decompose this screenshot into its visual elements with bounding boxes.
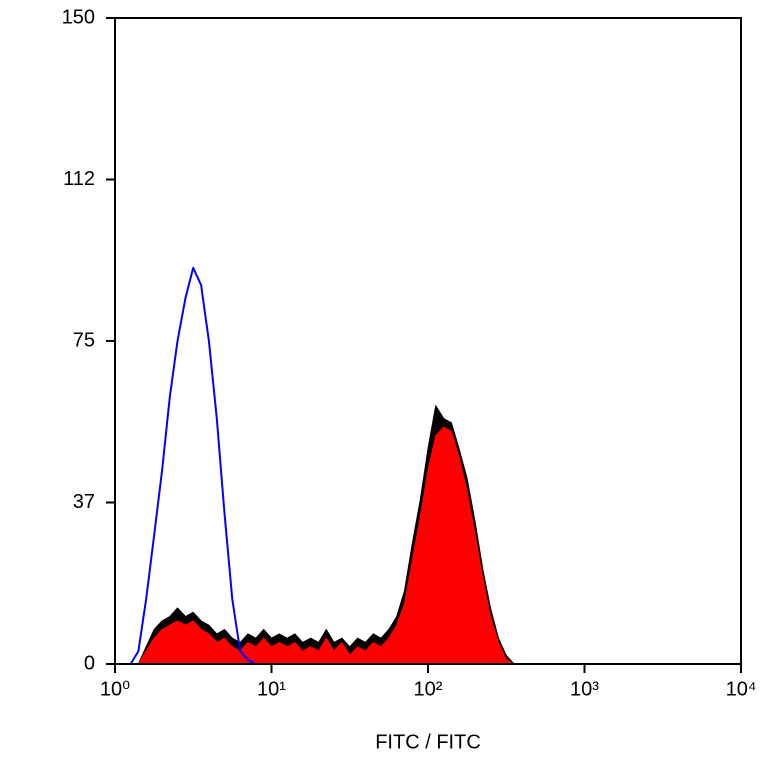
x-tick-label: 10⁰ xyxy=(100,678,130,700)
y-tick-label: 37 xyxy=(73,491,95,513)
y-tick-label: 112 xyxy=(63,168,95,190)
histogram-area xyxy=(130,426,538,665)
y-tick-label: 0 xyxy=(84,652,95,674)
x-tick-label: 10² xyxy=(414,678,443,700)
x-tick-label: 10¹ xyxy=(257,678,286,700)
y-tick-label: 150 xyxy=(62,6,95,28)
x-axis-label: FITC / FITC xyxy=(375,731,481,753)
y-tick-label: 75 xyxy=(73,329,95,351)
x-tick-label: 10³ xyxy=(570,678,599,700)
x-tick-label: 10⁴ xyxy=(726,678,757,700)
